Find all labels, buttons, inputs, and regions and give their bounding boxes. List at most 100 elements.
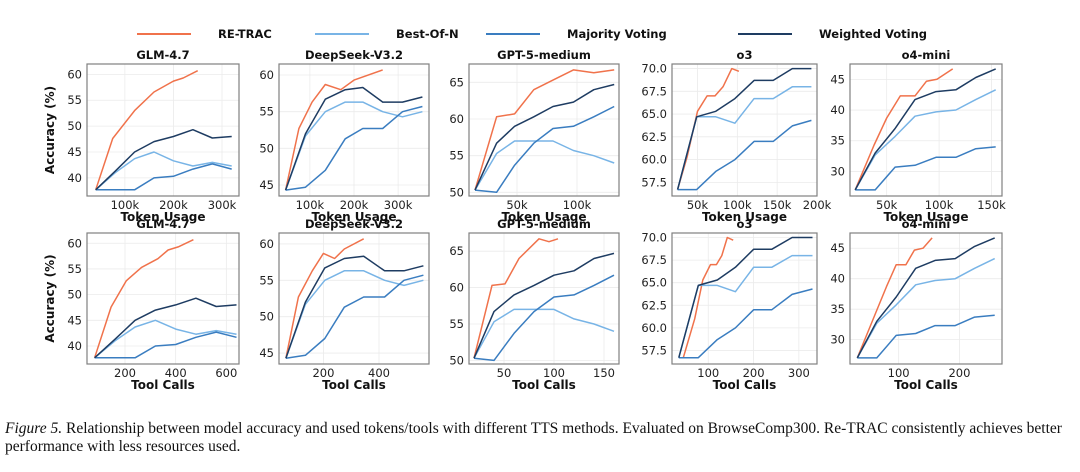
panel-gpt-5-medium-token-usage: 50k 100k 50 55 60 65 GPT-5-medium Token Usage: [449, 48, 620, 224]
y-tick-label: 55: [449, 149, 464, 163]
plot-frame: [671, 232, 818, 365]
plot-frame: [849, 63, 1003, 197]
series-line-best-of-n: [473, 308, 615, 359]
legend-swatch-majority-voting: [486, 33, 540, 35]
legend-label-majority-voting: Majority Voting: [567, 27, 667, 41]
x-tick-label: 200k: [159, 198, 188, 212]
caption-label: Figure 5.: [5, 420, 63, 437]
series-line-re-trac: [285, 238, 365, 359]
legend-label-re-trac: RE-TRAC: [218, 27, 272, 41]
series-line-weighted-voting: [94, 297, 237, 359]
plot-frame: [849, 232, 1003, 365]
series-line-best-of-n: [95, 151, 232, 191]
series-line-weighted-voting: [854, 68, 996, 191]
x-tick-label: 100: [543, 366, 565, 380]
y-tick-label: 60: [67, 236, 82, 250]
x-tick-label: 300: [788, 366, 810, 380]
panel-o3-tool-calls: 100 200 300 57.5 60.0 62.5 65.0 67.5 70.0 o3 Tool …: [641, 217, 818, 392]
y-tick-label: 40: [830, 103, 845, 117]
x-tick-label: 100k: [925, 198, 954, 212]
y-tick-label: 35: [830, 302, 845, 316]
series-line-re-trac: [284, 69, 383, 191]
y-tick-label: 55: [67, 262, 82, 276]
series-line-re-trac: [94, 70, 199, 191]
panel-title: o3: [737, 217, 753, 231]
series-line-best-of-n: [285, 270, 424, 359]
series-line-best-of-n: [854, 89, 997, 191]
x-tick-label: 50k: [687, 198, 709, 212]
y-tick-label: 45: [830, 241, 845, 255]
y-axis-label: Accuracy (%): [43, 254, 57, 342]
y-tick-label: 60: [449, 281, 464, 295]
x-axis-label: Token Usage: [883, 210, 968, 224]
series-line-re-trac: [676, 67, 740, 190]
panel-o4-mini-tool-calls: 100 200 30 35 40 45 o4-mini Tool Calls: [830, 217, 1003, 392]
panel-gpt-5-medium-tool-calls: 50 100 150 50 55 60 65 GPT-5-medium Tool Calls: [449, 217, 620, 392]
y-tick-label: 45: [259, 346, 274, 360]
x-axis-label: Tool Calls: [713, 378, 777, 392]
series-line-weighted-voting: [678, 236, 813, 358]
x-tick-label: 100k: [563, 198, 592, 212]
plot-frame: [86, 63, 240, 197]
series-line-weighted-voting: [285, 255, 424, 359]
series-line-re-trac: [474, 69, 615, 191]
y-tick-label: 30: [830, 333, 845, 347]
x-tick-label: 200k: [340, 198, 369, 212]
y-tick-label: 57.5: [641, 343, 667, 357]
y-tick-label: 60: [259, 237, 274, 251]
y-tick-label: 50: [259, 310, 274, 324]
panel-glm-4-7-token-usage: 100k 200k 300k 40 45 50 55 60 GLM-4.7 Token Usage…: [43, 48, 240, 224]
series-line-re-trac: [854, 68, 954, 191]
panel-title: GPT-5-medium: [497, 48, 591, 62]
legend-item-majority-voting: Majority Voting: [486, 22, 667, 46]
x-tick-label: 50k: [876, 198, 898, 212]
plot-frame: [278, 232, 430, 365]
legend-item-re-trac: RE-TRAC: [137, 22, 272, 46]
y-tick-label: 60: [449, 112, 464, 126]
x-tick-label: 100k: [111, 198, 140, 212]
legend-label-best-of-n: Best-Of-N: [396, 27, 459, 41]
y-tick-label: 62.5: [641, 130, 667, 144]
panel-o4-mini-token-usage: 50k 100k 150k 30 35 40 45 o4-mini Token Usage: [830, 48, 1006, 224]
plot-frame: [278, 63, 430, 197]
x-tick-label: 400: [165, 366, 187, 380]
y-tick-label: 50: [67, 119, 82, 133]
x-axis-label: Token Usage: [501, 210, 586, 224]
series-line-re-trac: [93, 239, 194, 359]
y-tick-label: 55: [449, 317, 464, 331]
x-tick-label: 300k: [208, 198, 237, 212]
x-tick-label: 600: [215, 366, 237, 380]
plot-frame: [671, 63, 818, 197]
x-tick-label: 200k: [803, 198, 832, 212]
panel-title: GLM-4.7: [136, 217, 189, 231]
legend-swatch-best-of-n: [315, 33, 369, 35]
panel-title: o4-mini: [902, 48, 951, 62]
y-tick-label: 50: [449, 353, 464, 367]
y-tick-label: 50: [259, 141, 274, 155]
series-line-re-trac: [856, 237, 933, 359]
x-tick-label: 50: [497, 366, 512, 380]
y-tick-label: 70.0: [641, 62, 667, 76]
panel-title: o4-mini: [902, 217, 951, 231]
x-tick-label: 200: [312, 366, 334, 380]
x-axis-label: Tool Calls: [322, 378, 386, 392]
legend-swatch-re-trac: [137, 33, 191, 35]
y-tick-label: 45: [67, 145, 82, 159]
y-tick-label: 60.0: [641, 321, 667, 335]
series-line-majority-voting: [677, 119, 812, 191]
panel-title: o3: [737, 48, 753, 62]
series-line-majority-voting: [473, 274, 615, 362]
series-line-majority-voting: [855, 146, 996, 191]
x-tick-label: 300k: [384, 198, 413, 212]
panel-deepseek-v3-2-tool-calls: 200 400 45 50 55 60 DeepSeek-V3.2 Tool Calls: [259, 217, 430, 392]
series-line-weighted-voting: [95, 128, 232, 191]
panel-deepseek-v3-2-token-usage: 100k 200k 300k 45 50 55 60 DeepSeek-V3.2 Token U…: [259, 48, 430, 224]
series-line-majority-voting: [285, 105, 423, 191]
y-tick-label: 65.0: [641, 107, 667, 121]
series-line-re-trac: [473, 238, 559, 359]
panel-title: DeepSeek-V3.2: [305, 48, 403, 62]
series-line-majority-voting: [678, 288, 813, 359]
y-tick-label: 62.5: [641, 298, 667, 312]
x-axis-label: Token Usage: [120, 210, 205, 224]
